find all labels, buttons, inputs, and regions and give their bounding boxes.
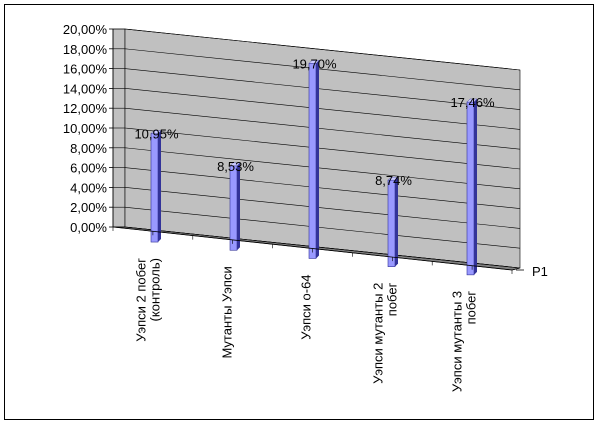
bar-top: [387, 176, 399, 181]
bar: [150, 133, 159, 243]
bar-side: [158, 130, 161, 243]
bar-side: [316, 60, 319, 259]
gridline: [124, 68, 521, 110]
y-tick-label: 8,00%: [70, 141, 107, 156]
y-axis-ticks: 0,00% 2,00% 4,00% 6,00% 8,00% 10,00% 12,00% 14,…: [63, 22, 114, 235]
bars: [150, 60, 478, 276]
series-axis-label: Р1: [532, 264, 548, 279]
y-tick-label: 6,00%: [70, 161, 107, 176]
gridline: [124, 127, 521, 170]
bar-side: [237, 162, 240, 251]
gridline: [124, 206, 521, 249]
data-label: 8,53%: [217, 159, 254, 174]
data-label: 19,70%: [292, 56, 337, 71]
gridline: [124, 167, 521, 209]
y-tick-label: 12,00%: [63, 101, 108, 116]
category-label: побег: [464, 291, 479, 325]
y-tick-label: 16,00%: [63, 62, 108, 77]
category-label: Уэпси о-64: [299, 274, 314, 339]
y-tick-label: 10,00%: [63, 121, 108, 136]
data-label: 8,74%: [375, 173, 412, 188]
gridline: [124, 226, 521, 269]
gridline: [124, 48, 521, 91]
gridline: [124, 88, 521, 130]
gridline: [124, 28, 521, 71]
category-label: Уэпси 2 побег: [134, 258, 149, 342]
y-tick-label: 2,00%: [70, 200, 107, 215]
bar-top: [229, 162, 241, 167]
bar-top: [150, 130, 162, 134]
depth-axis-line: [511, 267, 521, 271]
bar-side: [395, 177, 398, 267]
y-tick-label: 20,00%: [63, 22, 108, 37]
gridline: [124, 107, 521, 150]
data-label: 10,95%: [134, 127, 179, 142]
category-label: побег: [385, 282, 400, 316]
bar: [387, 179, 396, 267]
bar: [466, 101, 475, 276]
bar: [308, 63, 317, 259]
y-tick-label: 4,00%: [70, 180, 107, 195]
category-label: (контроль): [148, 258, 163, 321]
x-axis-line: [112, 226, 513, 271]
category-label: Уэпси мутанты 2: [371, 283, 386, 384]
gridline: [124, 187, 521, 229]
gridline: [124, 147, 521, 190]
category-label: Мутанты Уэпси: [220, 266, 235, 358]
bar-top: [308, 60, 320, 64]
category-labels: Уэпси 2 побег (контроль) Мутанты Уэпси Уэпс…: [112, 226, 524, 392]
y-tick-label: 14,00%: [63, 81, 108, 96]
y-tick-label: 18,00%: [63, 42, 108, 57]
data-labels: 10,95% 8,53% 19,70% 8,74% 17,46%: [134, 56, 495, 188]
bar: [229, 165, 238, 251]
gridlines: [113, 28, 521, 269]
category-label: Уэпси мутанты 3: [450, 291, 465, 392]
y-tick-label: 0,00%: [70, 220, 107, 235]
bar-side: [474, 99, 477, 275]
data-label: 17,46%: [450, 95, 495, 110]
bar-top: [466, 98, 478, 103]
